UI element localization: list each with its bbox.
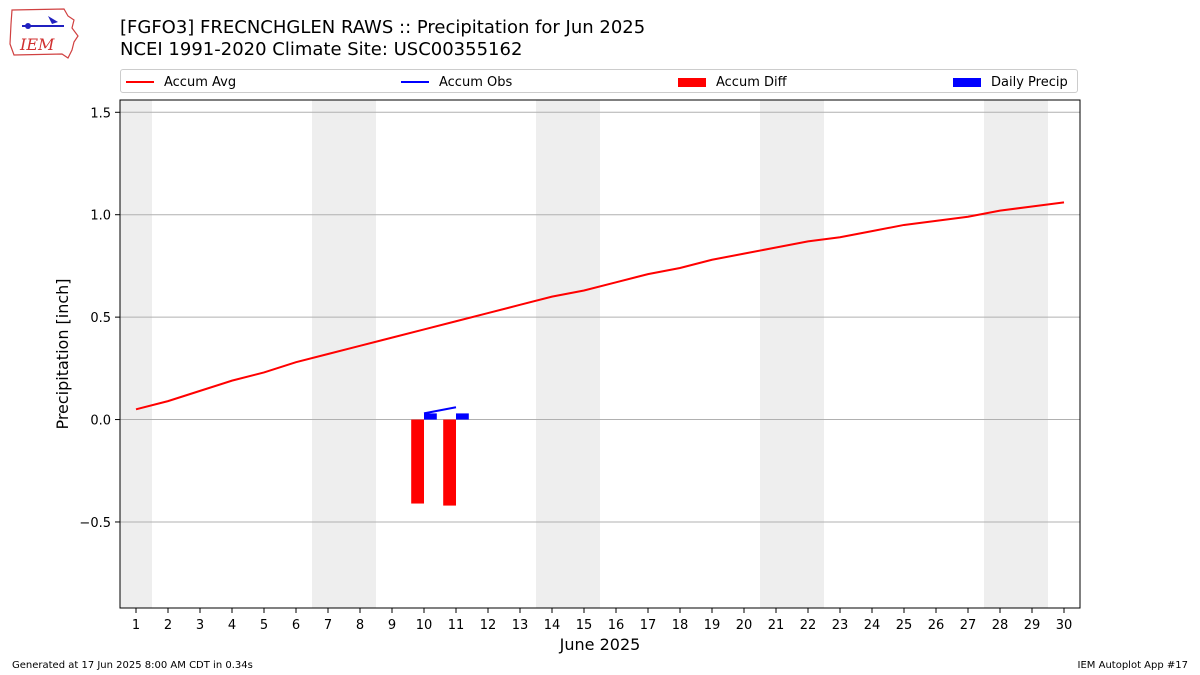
chart-title: [FGFO3] FRECNCHGLEN RAWS :: Precipitatio… xyxy=(120,17,645,61)
x-tick-label-21: 21 xyxy=(768,618,785,633)
weekend-band-21 xyxy=(760,100,792,608)
legend-label-daily-precip: Daily Precip xyxy=(991,74,1068,90)
x-tick-label-7: 7 xyxy=(324,618,332,633)
legend-item-accum-obs: Accum Obs xyxy=(401,74,512,90)
legend-label-accum-avg: Accum Avg xyxy=(164,74,237,90)
x-tick-label-20: 20 xyxy=(736,618,753,633)
y-tick-label-2: 0.5 xyxy=(90,311,111,326)
legend-item-accum-diff: Accum Diff xyxy=(678,74,787,90)
weekend-band-22 xyxy=(792,100,824,608)
y-tick-label-4: 1.5 xyxy=(90,106,111,121)
x-tick-label-2: 2 xyxy=(164,618,172,633)
x-tick-label-25: 25 xyxy=(896,618,913,633)
title-line-1: [FGFO3] FRECNCHGLEN RAWS :: Precipitatio… xyxy=(120,17,646,38)
x-axis-label: June 2025 xyxy=(559,635,641,654)
accum-diff-bar-11 xyxy=(443,419,456,506)
legend-item-accum-avg: Accum Avg xyxy=(126,74,236,90)
x-tick-label-29: 29 xyxy=(1024,618,1041,633)
x-tick-label-18: 18 xyxy=(672,618,689,633)
x-tick-label-1: 1 xyxy=(132,618,140,633)
footer-app: IEM Autoplot App #17 xyxy=(1077,660,1188,671)
legend-swatch-daily-precip xyxy=(953,77,981,87)
x-tick-label-6: 6 xyxy=(292,618,300,633)
accum-obs-line xyxy=(423,406,457,415)
x-tick-label-12: 12 xyxy=(480,618,497,633)
y-tick-label-3: 1.0 xyxy=(90,209,111,224)
x-tick-label-4: 4 xyxy=(228,618,236,633)
plot-frame xyxy=(119,99,1081,609)
legend-swatch-accum-obs xyxy=(401,81,429,83)
legend-label-accum-diff: Accum Diff xyxy=(716,74,787,90)
legend-swatch-accum-diff xyxy=(678,77,706,87)
x-tick-label-5: 5 xyxy=(260,618,268,633)
iem-logo: IEM xyxy=(8,6,82,60)
y-tick-label-0: −0.5 xyxy=(79,516,111,531)
weekend-band-14 xyxy=(536,100,568,608)
x-tick-label-14: 14 xyxy=(544,618,561,633)
x-tick-label-10: 10 xyxy=(416,618,433,633)
accum-avg-line xyxy=(135,201,1065,411)
x-tick-label-22: 22 xyxy=(800,618,817,633)
weekend-band-8 xyxy=(344,100,376,608)
x-tick-label-30: 30 xyxy=(1056,618,1073,633)
x-tick-label-27: 27 xyxy=(960,618,977,633)
x-tick-label-16: 16 xyxy=(608,618,625,633)
daily-precip-bar-11 xyxy=(456,413,469,420)
legend-label-accum-obs: Accum Obs xyxy=(439,74,513,90)
x-tick-label-23: 23 xyxy=(832,618,849,633)
x-tick-label-24: 24 xyxy=(864,618,881,633)
legend: Accum Avg Accum Obs Accum Diff Daily Pre… xyxy=(120,69,1078,93)
logo-text: IEM xyxy=(19,35,55,54)
x-tick-label-28: 28 xyxy=(992,618,1009,633)
footer-generated: Generated at 17 Jun 2025 8:00 AM CDT in … xyxy=(12,660,253,671)
weekend-band-15 xyxy=(568,100,600,608)
title-line-2: NCEI 1991-2020 Climate Site: USC00355162 xyxy=(120,39,523,60)
x-tick-label-26: 26 xyxy=(928,618,945,633)
weekend-band-29 xyxy=(1016,100,1048,608)
y-tick-label-1: 0.0 xyxy=(90,414,111,429)
weekend-band-1 xyxy=(120,100,152,608)
accum-diff-bar-10 xyxy=(411,419,424,504)
daily-precip-bar-10 xyxy=(424,413,437,420)
x-tick-label-15: 15 xyxy=(576,618,593,633)
x-tick-label-19: 19 xyxy=(704,618,721,633)
legend-item-daily-precip: Daily Precip xyxy=(953,74,1068,90)
x-tick-label-9: 9 xyxy=(388,618,396,633)
x-tick-label-3: 3 xyxy=(196,618,204,633)
x-tick-label-11: 11 xyxy=(448,618,465,633)
x-tick-label-17: 17 xyxy=(640,618,657,633)
legend-swatch-accum-avg xyxy=(126,81,154,83)
y-axis-label: Precipitation [inch] xyxy=(53,278,72,429)
x-tick-label-8: 8 xyxy=(356,618,364,633)
weekend-band-28 xyxy=(984,100,1016,608)
x-tick-label-13: 13 xyxy=(512,618,529,633)
